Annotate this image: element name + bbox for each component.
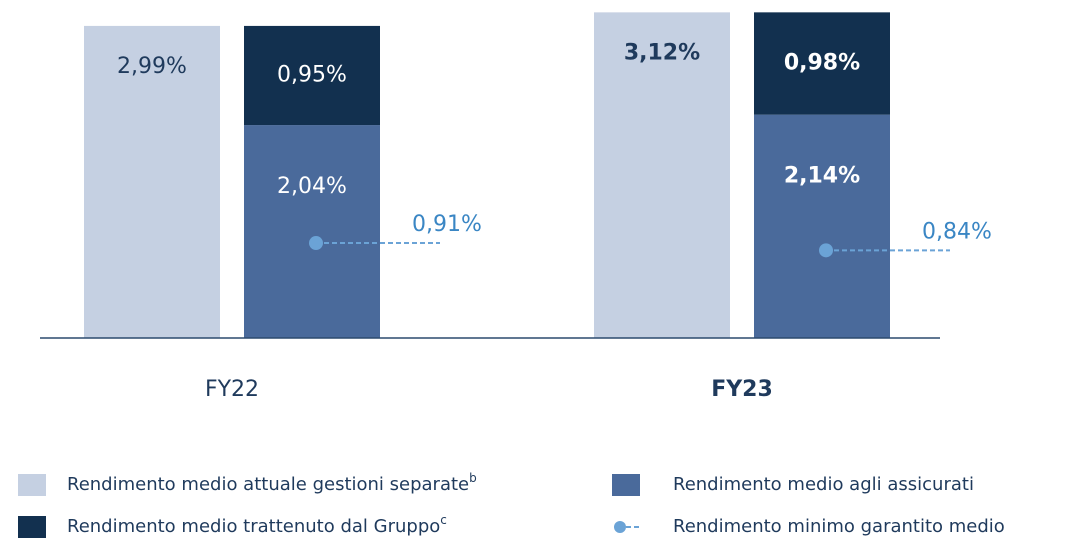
legend-label: Rendimento minimo garantito medio <box>673 516 1005 537</box>
data-label: 2,99% <box>117 54 187 79</box>
data-label: 2,04% <box>277 174 347 199</box>
x-tick-label: FY22 <box>205 377 259 402</box>
legend-label: Rendimento medio attuale gestioni separa… <box>67 471 477 496</box>
legend-label: Rendimento medio trattenuto dal Gruppoc <box>67 513 447 538</box>
legend-superscript: b <box>469 471 477 485</box>
bar-segment <box>244 25 380 126</box>
data-label: 0,84% <box>922 219 992 244</box>
x-tick-label: FY23 <box>711 377 773 402</box>
legend-text: Rendimento minimo garantito medio <box>673 516 1005 537</box>
marker <box>819 243 833 258</box>
legend-swatch <box>18 516 46 538</box>
data-label: 0,95% <box>277 62 347 87</box>
legend-superscript: c <box>440 513 447 527</box>
bar-segment <box>754 12 890 115</box>
legend-label: Rendimento medio agli assicurati <box>673 474 974 495</box>
data-label: 3,12% <box>624 40 700 65</box>
legend-swatch <box>612 474 640 496</box>
bar-segment <box>754 114 890 338</box>
bar-segment <box>244 125 380 338</box>
legend-text: Rendimento medio agli assicurati <box>673 474 974 495</box>
legend-marker <box>614 521 626 533</box>
legend-swatch <box>18 474 46 496</box>
bar <box>594 12 730 338</box>
data-label: 0,98% <box>784 50 860 75</box>
legend-text: Rendimento medio attuale gestioni separa… <box>67 474 469 495</box>
data-label: 2,14% <box>784 164 860 189</box>
bar <box>84 25 220 338</box>
data-label: 0,91% <box>412 212 482 237</box>
legend-text: Rendimento medio trattenuto dal Gruppo <box>67 516 440 537</box>
marker <box>309 236 323 251</box>
